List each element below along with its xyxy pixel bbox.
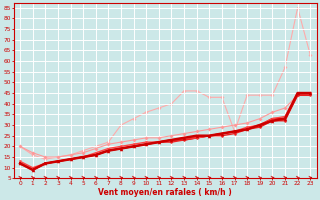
- X-axis label: Vent moyen/en rafales ( km/h ): Vent moyen/en rafales ( km/h ): [98, 188, 232, 197]
